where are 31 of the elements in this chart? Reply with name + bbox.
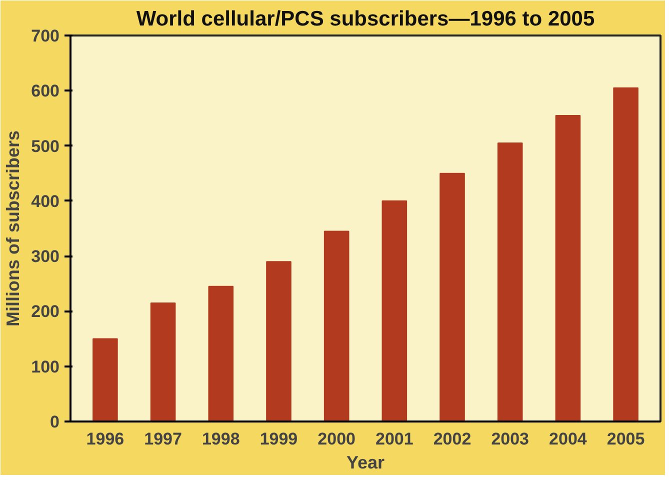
y-tick-label: 700 [31,26,60,46]
bar [208,286,234,422]
x-tick-label: 2004 [549,430,588,448]
bar [613,87,638,422]
x-tick-label: 1999 [260,430,298,448]
bar [497,142,523,422]
x-tick-label: 2000 [318,430,356,448]
y-tick-label: 100 [31,357,60,376]
x-tick-label: 1998 [202,430,240,448]
bar [440,172,465,422]
y-tick-label: 0 [50,412,60,432]
x-tick-label: 2002 [433,430,472,448]
bar [382,200,408,422]
chart-title: World cellular/PCS subscribers—1996 to 2005 [136,8,595,30]
bar [266,261,292,422]
bar [555,114,581,422]
y-axis-title: Millions of subscribers [3,130,24,327]
bar [150,302,176,422]
bar [324,230,350,422]
x-tick-label: 1997 [144,430,182,448]
x-tick-label: 2001 [376,430,414,448]
y-tick-label: 400 [31,192,60,211]
x-tick-label: 1996 [86,430,124,448]
y-tick-label: 200 [31,302,60,322]
x-axis-title: Year [346,452,385,472]
y-tick-label: 600 [31,82,60,101]
bar [92,338,118,422]
x-tick-label: 2005 [606,430,645,448]
y-tick-label: 300 [31,247,60,266]
x-tick-label: 2003 [491,430,530,448]
y-tick-label: 500 [31,136,60,156]
